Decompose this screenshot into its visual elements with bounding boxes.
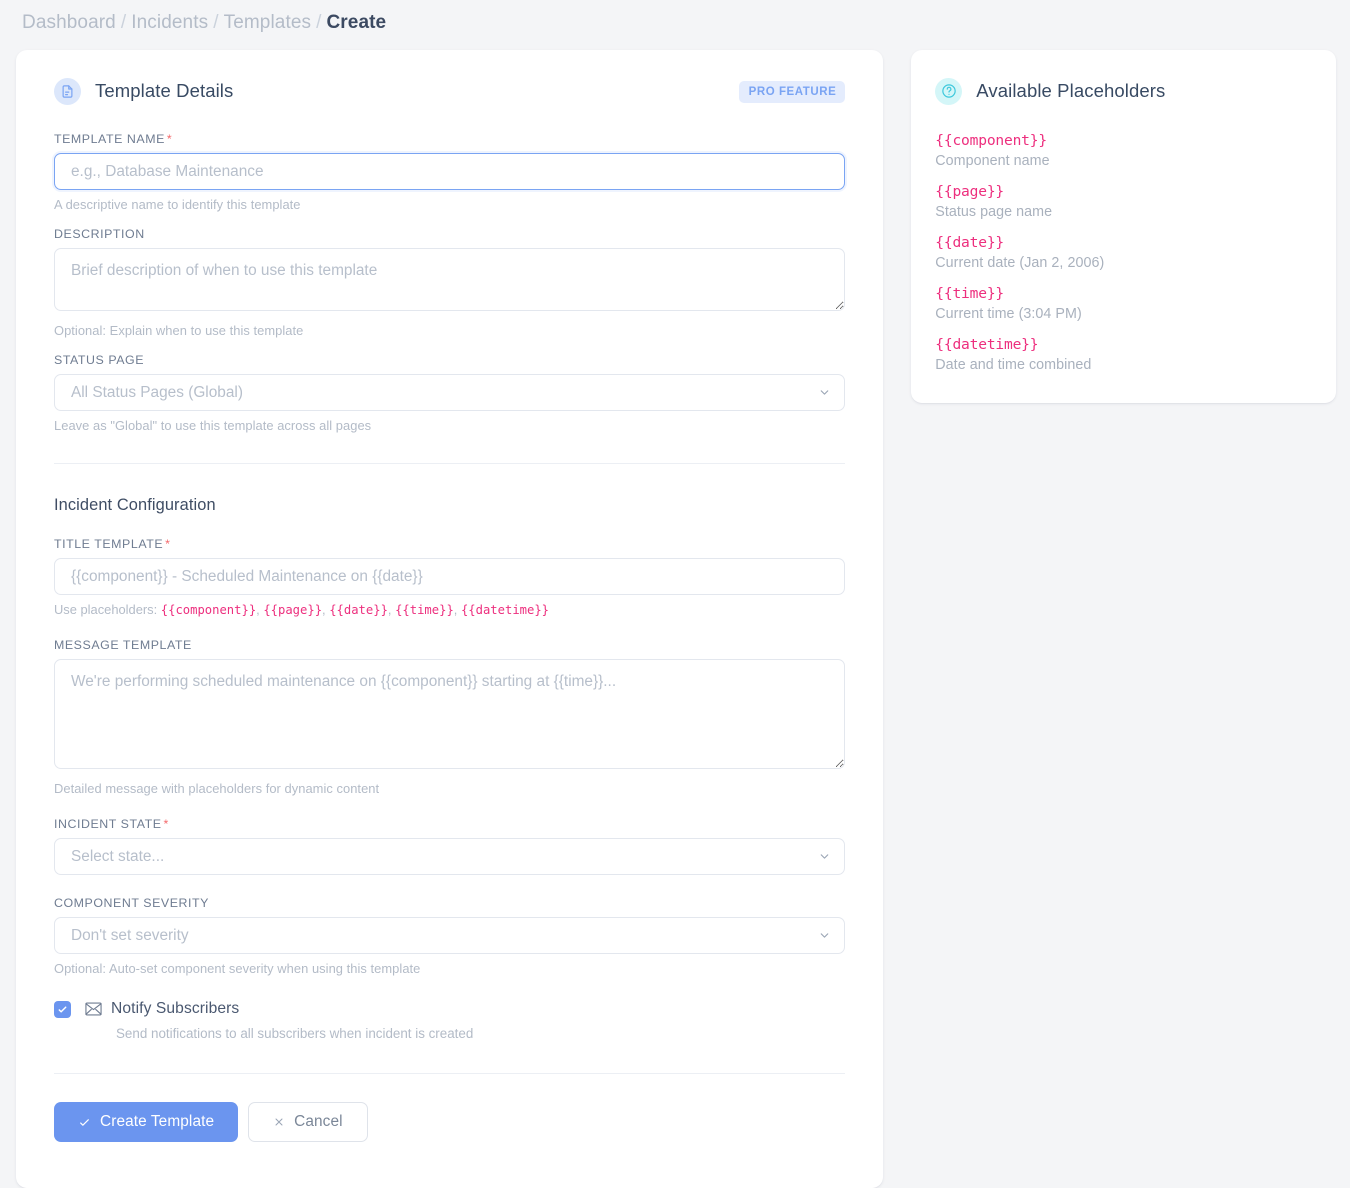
- notify-subscribers-description: Send notifications to all subscribers wh…: [116, 1026, 474, 1041]
- message-template-label: MESSAGE TEMPLATE: [54, 638, 192, 652]
- list-item: {{time}} Current time (3:04 PM): [935, 285, 1312, 322]
- list-item: {{component}} Component name: [935, 132, 1312, 169]
- notify-subscribers-group: Notify Subscribers Send notifications to…: [54, 1000, 845, 1041]
- action-buttons: Create Template Cancel: [54, 1102, 845, 1142]
- actions-divider: [54, 1073, 846, 1074]
- template-details-card: Template Details PRO FEATURE TEMPLATE NA…: [16, 50, 884, 1188]
- list-item: {{page}} Status page name: [935, 183, 1312, 220]
- placeholder-code: {{datetime}}: [935, 336, 1039, 353]
- breadcrumb-separator: /: [120, 12, 127, 33]
- status-page-select[interactable]: [54, 374, 846, 411]
- title-template-field: TITLE TEMPLATE* Use placeholders: {{comp…: [54, 537, 846, 617]
- placeholder-code: {{page}}: [935, 183, 1004, 200]
- breadcrumb: Dashboard / Incidents / Templates / Create: [0, 0, 1350, 34]
- placeholder-description: Current date (Jan 2, 2006): [935, 255, 1105, 271]
- envelope-icon: [85, 1002, 102, 1016]
- placeholder-code: {{datetime}}: [460, 603, 550, 617]
- section-divider: [54, 463, 846, 464]
- description-field: DESCRIPTION Optional: Explain when to us…: [54, 227, 846, 338]
- message-template-textarea[interactable]: [54, 659, 846, 769]
- component-severity-hint: Optional: Auto-set component severity wh…: [54, 961, 421, 976]
- notify-subscribers-checkbox[interactable]: [54, 1000, 71, 1018]
- document-icon: [54, 77, 81, 105]
- required-marker: *: [163, 817, 169, 831]
- notify-subscribers-row[interactable]: Notify Subscribers: [54, 1000, 845, 1018]
- required-marker: *: [165, 537, 171, 551]
- component-severity-field: COMPONENT SEVERITY Optional: Auto-set co…: [54, 896, 846, 976]
- template-name-field: TEMPLATE NAME* A descriptive name to ide…: [54, 132, 846, 212]
- notify-subscribers-label: Notify Subscribers: [111, 1000, 240, 1017]
- message-template-hint: Detailed message with placeholders for d…: [54, 781, 380, 796]
- available-placeholders-card: Available Placeholders {{component}} Com…: [911, 50, 1336, 403]
- list-item: {{date}} Current date (Jan 2, 2006): [935, 234, 1312, 271]
- available-placeholders-title: Available Placeholders: [976, 80, 1166, 101]
- incident-state-label: INCIDENT STATE *: [54, 817, 169, 831]
- title-template-hint: Use placeholders: {{component}}, {{page}…: [54, 602, 550, 617]
- component-severity-select[interactable]: [54, 917, 846, 954]
- required-marker: *: [166, 132, 173, 146]
- close-icon: [273, 1116, 285, 1128]
- create-template-button[interactable]: Create Template: [54, 1102, 239, 1142]
- cancel-button[interactable]: Cancel: [248, 1102, 368, 1142]
- breadcrumb-item-create: Create: [326, 12, 387, 33]
- create-template-label: Create Template: [100, 1113, 215, 1130]
- placeholder-code: {{time}}: [935, 285, 1004, 302]
- template-name-input[interactable]: [54, 153, 846, 190]
- breadcrumb-separator: /: [213, 12, 219, 33]
- description-textarea[interactable]: [54, 248, 846, 311]
- breadcrumb-separator: /: [316, 12, 322, 33]
- placeholder-code: {{component}}: [935, 132, 1047, 149]
- template-details-header: Template Details PRO FEATURE: [54, 50, 846, 132]
- status-page-label: STATUS PAGE: [54, 353, 145, 367]
- title-template-label: TITLE TEMPLATE *: [54, 537, 171, 551]
- breadcrumb-item-incidents[interactable]: Incidents: [131, 12, 209, 33]
- template-name-label: TEMPLATE NAME *: [54, 132, 173, 146]
- status-page-hint: Leave as "Global" to use this template a…: [54, 418, 372, 433]
- placeholder-description: Component name: [935, 153, 1050, 169]
- question-circle-icon: [935, 77, 963, 105]
- pro-feature-badge: PRO FEATURE: [738, 81, 846, 103]
- breadcrumb-item-templates[interactable]: Templates: [223, 12, 312, 33]
- title-template-hint-prefix: Use placeholders:: [54, 602, 161, 617]
- placeholder-code: {{page}}: [263, 603, 323, 617]
- status-page-field: STATUS PAGE Leave as "Global" to use thi…: [54, 353, 846, 433]
- placeholder-description: Current time (3:04 PM): [935, 306, 1082, 322]
- description-label: DESCRIPTION: [54, 227, 145, 241]
- placeholder-code: {{component}}: [160, 603, 257, 617]
- page-body: Template Details PRO FEATURE TEMPLATE NA…: [0, 34, 1350, 1188]
- page-title: Template Details: [95, 80, 234, 101]
- placeholder-description: Status page name: [935, 204, 1053, 220]
- component-severity-label: COMPONENT SEVERITY: [54, 896, 209, 910]
- incident-state-select[interactable]: [54, 838, 846, 875]
- placeholders-list: {{component}} Component name {{page}} St…: [935, 132, 1312, 377]
- placeholder-description: Date and time combined: [935, 357, 1092, 373]
- placeholder-code: {{date}}: [329, 603, 388, 617]
- message-template-field: MESSAGE TEMPLATE Detailed message with p…: [54, 638, 846, 796]
- title-template-input[interactable]: [54, 558, 846, 595]
- available-placeholders-header: Available Placeholders: [935, 50, 1312, 132]
- placeholder-code: {{time}}: [395, 603, 454, 617]
- cancel-label: Cancel: [294, 1113, 343, 1130]
- breadcrumb-item-dashboard[interactable]: Dashboard: [22, 12, 116, 33]
- template-name-hint: A descriptive name to identify this temp…: [54, 197, 301, 212]
- incident-configuration-title: Incident Configuration: [54, 496, 216, 514]
- list-item: {{datetime}} Date and time combined: [935, 336, 1312, 373]
- description-hint: Optional: Explain when to use this templ…: [54, 323, 304, 338]
- check-icon: [78, 1116, 91, 1129]
- incident-state-field: INCIDENT STATE *: [54, 817, 846, 875]
- placeholder-code: {{date}}: [935, 234, 1004, 251]
